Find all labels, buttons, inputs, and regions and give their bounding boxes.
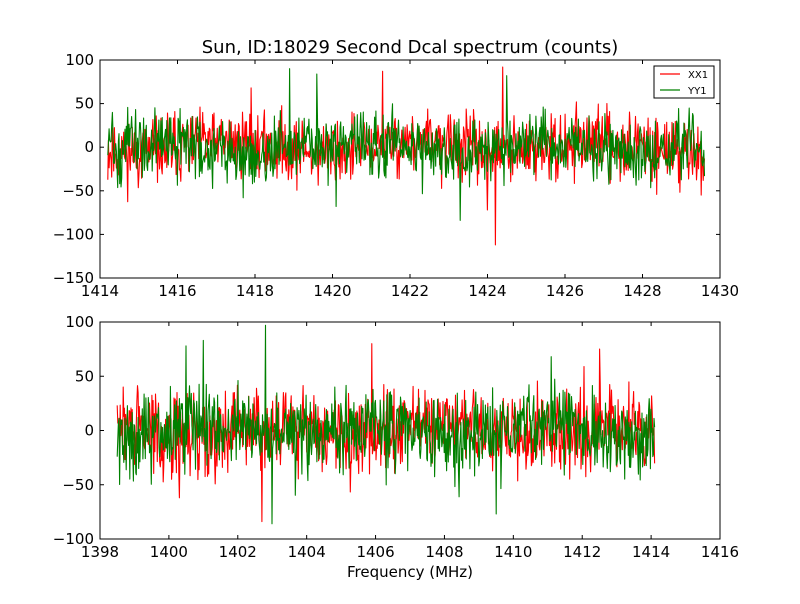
x-tick-label: 1408 [425, 543, 463, 561]
y-tick-label: 100 [65, 51, 94, 69]
x-axis-label: Frequency (MHz) [347, 563, 473, 581]
y-tick-label: 0 [84, 138, 94, 156]
top-plot-lines [107, 66, 706, 246]
series-line-yy1 [107, 68, 706, 221]
bottom-y-ticks: −100 −50 0 50 100 [53, 313, 720, 548]
bottom-plot-lines [116, 324, 656, 525]
y-tick-label: −50 [62, 476, 94, 494]
x-tick-label: 1406 [356, 543, 394, 561]
legend-label-yy1: YY1 [687, 86, 707, 97]
x-tick-label: 1430 [701, 282, 739, 300]
x-tick-label: 1426 [546, 282, 584, 300]
y-tick-label: −100 [53, 530, 94, 548]
y-tick-label: −150 [53, 269, 94, 287]
x-tick-label: 1416 [158, 282, 196, 300]
top-x-ticks: 1414 1416 1418 1420 1422 1424 1426 1428 1430 [81, 60, 739, 300]
x-tick-label: 1414 [632, 543, 670, 561]
x-tick-label: 1424 [468, 282, 506, 300]
y-tick-label: 100 [65, 313, 94, 331]
x-tick-label: 1420 [313, 282, 351, 300]
x-tick-label: 1402 [219, 543, 257, 561]
x-tick-label: 1422 [391, 282, 429, 300]
chart-title: Sun, ID:18029 Second Dcal spectrum (coun… [202, 37, 618, 58]
legend-box [653, 65, 715, 99]
x-tick-label: 1398 [81, 543, 119, 561]
series-line-yy1 [116, 324, 656, 525]
x-tick-label: 1428 [623, 282, 661, 300]
legend-label-xx1: XX1 [688, 70, 708, 81]
x-tick-label: 1412 [563, 543, 601, 561]
bottom-axes: 1398 1400 1402 1404 1406 1408 1410 1412 1414 1416… [53, 313, 739, 561]
x-tick-label: 1418 [236, 282, 274, 300]
x-tick-label: 1410 [494, 543, 532, 561]
top-axes: 1414 1416 1418 1420 1422 1424 1426 1428 1430 −15… [53, 51, 739, 300]
x-tick-label: 1416 [701, 543, 739, 561]
y-tick-label: 50 [75, 95, 94, 113]
y-tick-label: 50 [75, 367, 94, 385]
top-y-ticks: −150 −100 −50 0 50 100 [53, 51, 720, 287]
x-tick-label: 1400 [150, 543, 188, 561]
x-tick-label: 1414 [81, 282, 119, 300]
legend: XX1 YY1 [653, 65, 715, 99]
y-tick-label: 0 [84, 422, 94, 440]
y-tick-label: −50 [62, 182, 94, 200]
y-tick-label: −100 [53, 225, 94, 243]
bottom-x-ticks: 1398 1400 1402 1404 1406 1408 1410 1412 1414 1416 [81, 322, 739, 561]
x-tick-label: 1404 [288, 543, 326, 561]
